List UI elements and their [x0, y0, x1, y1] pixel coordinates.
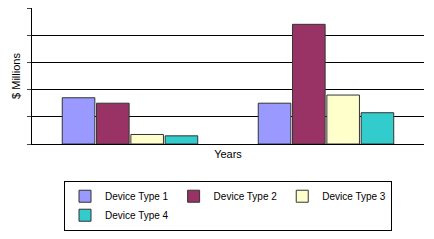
svg-text:Years: Years [214, 148, 242, 160]
svg-text:Device Type 3: Device Type 3 [322, 191, 386, 202]
svg-text:Device Type 2: Device Type 2 [214, 191, 278, 202]
svg-text:$ Millions: $ Millions [10, 53, 22, 99]
svg-text:Device Type 4: Device Type 4 [105, 210, 169, 221]
svg-text:Device Type 1: Device Type 1 [105, 191, 169, 202]
